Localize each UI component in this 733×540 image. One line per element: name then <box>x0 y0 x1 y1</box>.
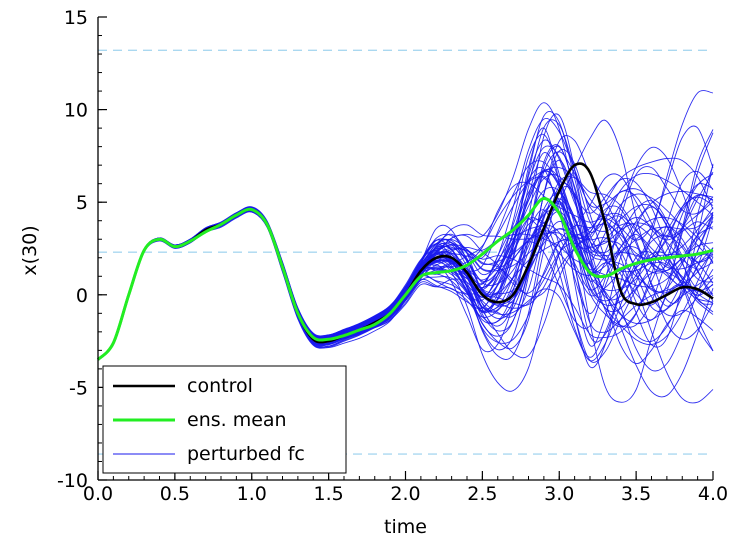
perturbed-lines <box>97 90 714 404</box>
x-tick-label: 3.5 <box>621 483 651 505</box>
x-tick-label: 1.5 <box>314 483 344 505</box>
y-tick-label: 15 <box>64 7 88 29</box>
y-tick-label: 0 <box>76 285 88 307</box>
x-tick-label: 2.0 <box>390 483 420 505</box>
perturbed-fc-line <box>97 196 714 361</box>
y-tick-labels: -10 -5 0 5 10 15 <box>57 7 88 492</box>
legend-label: control <box>187 375 253 397</box>
perturbed-fc-line <box>97 170 714 361</box>
control-line-group <box>97 162 714 361</box>
perturbed-fc-line <box>97 129 714 360</box>
y-tick-label: 10 <box>64 100 88 122</box>
ens-mean-line-group <box>96 197 714 361</box>
ens-mean-line <box>96 197 714 361</box>
perturbed-fc-line <box>97 165 714 361</box>
y-tick-label: 5 <box>76 192 88 214</box>
legend-label: perturbed fc <box>187 443 305 465</box>
x-tick-label: 4.0 <box>698 483 728 505</box>
perturbed-fc-line <box>97 148 714 372</box>
legend: control ens. mean perturbed fc <box>102 365 347 474</box>
control-line <box>97 162 714 361</box>
x-tick-label: 1.0 <box>237 483 267 505</box>
y-tick-label: -5 <box>69 377 88 399</box>
x-tick-label: 0.0 <box>83 483 113 505</box>
x-tick-label: 2.5 <box>467 483 497 505</box>
x-tick-label: 3.0 <box>544 483 574 505</box>
legend-label: ens. mean <box>187 409 287 431</box>
perturbed-fc-line <box>97 166 714 360</box>
perturbed-fc-line <box>97 157 714 360</box>
axes <box>97 16 714 481</box>
x-tick-labels: 0.0 0.5 1.0 1.5 2.0 2.5 3.0 3.5 4.0 <box>83 483 728 505</box>
x-axis-label: time <box>384 516 427 538</box>
x-tick-label: 0.5 <box>160 483 190 505</box>
y-tick-label: -10 <box>57 470 88 492</box>
y-axis-label: x(30) <box>19 225 41 275</box>
perturbed-fc-line <box>97 186 714 360</box>
